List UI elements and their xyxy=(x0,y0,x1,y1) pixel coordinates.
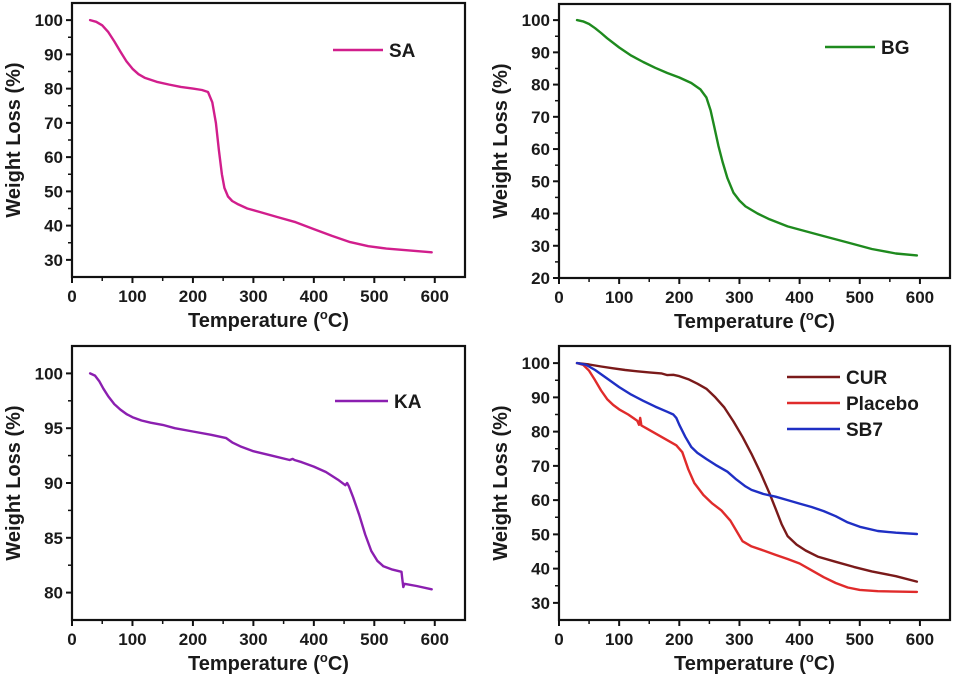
y-tick-label: 80 xyxy=(531,76,550,95)
y-tick-label: 80 xyxy=(44,80,63,99)
x-tick-label: 100 xyxy=(605,288,633,307)
y-tick-label: 30 xyxy=(531,237,550,256)
y-axis-title: Weight Loss (%) xyxy=(3,62,25,217)
x-axis-title: Temperature (oC) xyxy=(188,307,349,332)
y-tick-label: 90 xyxy=(44,474,63,493)
series-line-ka xyxy=(88,372,433,591)
y-tick-label: 60 xyxy=(531,491,550,510)
y-axis-title: Weight Loss (%) xyxy=(490,405,512,560)
plot-frame xyxy=(557,2,952,280)
y-tick-label: 20 xyxy=(531,269,550,288)
y-tick-label: 40 xyxy=(44,217,63,236)
series-line-placebo xyxy=(575,361,919,594)
y-tick-label: 30 xyxy=(44,251,63,270)
y-tick-label: 60 xyxy=(531,140,550,159)
y-tick-label: 50 xyxy=(531,525,550,544)
y-tick-label: 30 xyxy=(531,594,550,613)
legend-label: CUR xyxy=(846,368,887,389)
x-tick-label: 300 xyxy=(725,288,753,307)
panel-ka: 0 100 200 300 400 500 600 80 85 90 95 100 Temperatur… xyxy=(3,344,467,675)
x-tick-label: 100 xyxy=(118,630,146,649)
series-line-bg xyxy=(575,18,919,257)
y-tick-label: 100 xyxy=(522,11,550,30)
y-tick-label: 60 xyxy=(44,148,63,167)
x-tick-label: 300 xyxy=(239,287,267,306)
legend-label: Placebo xyxy=(846,394,919,415)
x-tick-label: 600 xyxy=(421,630,449,649)
series-line-cur xyxy=(575,361,919,583)
y-axis-title: Weight Loss (%) xyxy=(3,405,25,560)
y-tick-label: 50 xyxy=(44,182,63,201)
series-line-sb7 xyxy=(575,361,919,536)
x-axis-title: Temperature (oC) xyxy=(188,650,349,675)
y-tick-label: 100 xyxy=(35,11,63,30)
y-tick-label: 100 xyxy=(522,354,550,373)
x-tick-label: 300 xyxy=(239,630,267,649)
x-tick-label: 500 xyxy=(360,287,388,306)
x-tick-label: 500 xyxy=(360,630,388,649)
x-axis-title: Temperature (oC) xyxy=(674,308,835,333)
x-tick-label: 0 xyxy=(554,630,563,649)
x-tick-label: 400 xyxy=(785,288,813,307)
x-tick-label: 200 xyxy=(179,630,207,649)
y-tick-label: 90 xyxy=(531,43,550,62)
plot-frame xyxy=(70,344,467,622)
y-tick-label: 40 xyxy=(531,205,550,224)
x-tick-label: 400 xyxy=(300,630,328,649)
y-tick-label: 90 xyxy=(44,45,63,64)
legend-label: KA xyxy=(394,392,422,413)
x-tick-label: 0 xyxy=(554,288,563,307)
x-tick-label: 200 xyxy=(665,630,693,649)
x-tick-label: 200 xyxy=(179,287,207,306)
y-tick-label: 80 xyxy=(44,584,63,603)
y-axis-title: Weight Loss (%) xyxy=(490,63,512,218)
y-tick-label: 80 xyxy=(531,423,550,442)
y-tick-label: 95 xyxy=(44,419,63,438)
x-tick-label: 100 xyxy=(605,630,633,649)
x-tick-label: 600 xyxy=(906,288,934,307)
x-tick-label: 500 xyxy=(846,630,874,649)
y-tick-label: 70 xyxy=(531,108,550,127)
y-tick-label: 70 xyxy=(44,114,63,133)
x-tick-label: 0 xyxy=(67,630,76,649)
y-tick-label: 40 xyxy=(531,560,550,579)
x-tick-label: 300 xyxy=(725,630,753,649)
x-tick-label: 100 xyxy=(118,287,146,306)
legend-label: SA xyxy=(389,41,416,62)
y-tick-label: 70 xyxy=(531,457,550,476)
panel-sa: 0 100 200 300 400 500 600 30 40 50 60 70 80 90 100 Temp… xyxy=(3,1,467,332)
legend-label: SB7 xyxy=(846,420,883,441)
y-tick-label: 100 xyxy=(35,364,63,383)
y-tick-label: 50 xyxy=(531,172,550,191)
y-tick-label: 85 xyxy=(44,529,63,548)
x-tick-label: 200 xyxy=(665,288,693,307)
x-tick-label: 400 xyxy=(300,287,328,306)
x-tick-label: 0 xyxy=(67,287,76,306)
x-tick-label: 500 xyxy=(846,288,874,307)
x-tick-label: 400 xyxy=(785,630,813,649)
y-tick-label: 90 xyxy=(531,388,550,407)
panel-comparison: 0 100 200 300 400 500 600 30 40 50 60 70 80 90 100 Temp… xyxy=(490,344,952,675)
panel-bg: 0 100 200 300 400 500 600 20 30 40 50 60 70 80 90 100 Te… xyxy=(490,2,952,333)
legend-label: BG xyxy=(881,38,910,59)
x-tick-label: 600 xyxy=(906,630,934,649)
series-line-sa xyxy=(88,18,433,254)
x-tick-label: 600 xyxy=(421,287,449,306)
x-axis-title: Temperature (oC) xyxy=(674,650,835,675)
